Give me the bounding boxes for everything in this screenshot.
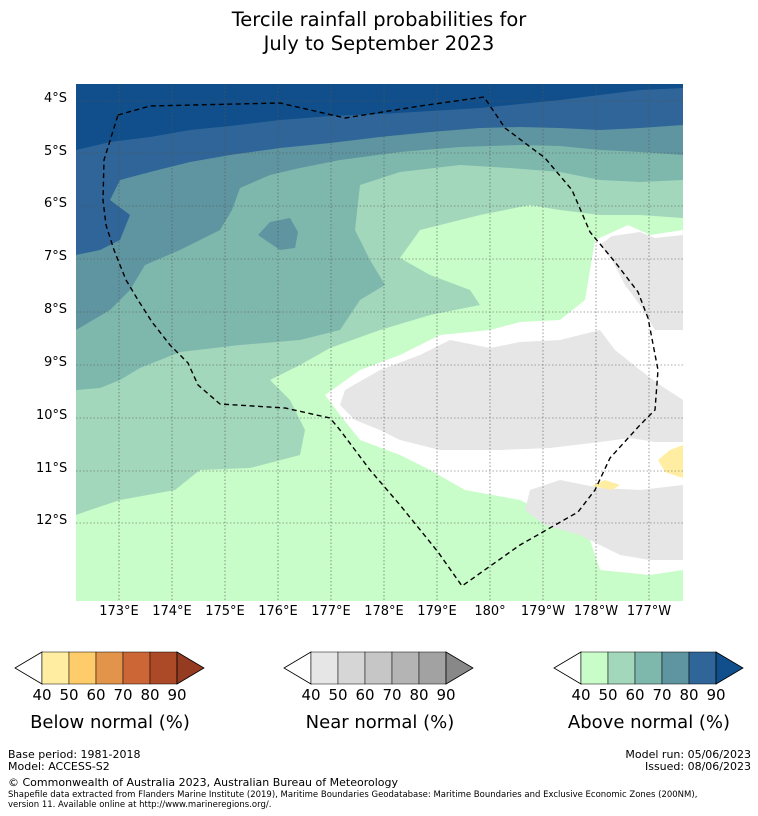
lon-label-179e: 179°E bbox=[417, 604, 457, 619]
lat-label-7s: 7°S bbox=[44, 249, 68, 264]
above-tick: 90 bbox=[706, 686, 726, 704]
near-normal-region bbox=[600, 232, 683, 330]
colorbar-above-normal bbox=[553, 651, 744, 685]
lon-label-179w: 179°W bbox=[520, 604, 566, 619]
colorbar-max-extend bbox=[445, 651, 474, 685]
shapefile-credit-2: version 11. Available online at http://w… bbox=[8, 800, 272, 810]
below-tick: 90 bbox=[167, 686, 187, 704]
below-tick: 80 bbox=[140, 686, 160, 704]
colorbar-below-normal bbox=[14, 651, 205, 685]
colorbar-segment bbox=[391, 651, 420, 685]
lon-label-178e: 178°E bbox=[364, 604, 404, 619]
colorbar-min-extend bbox=[283, 651, 312, 685]
colorbar-segment bbox=[337, 651, 366, 685]
below-normal-caption: Below normal (%) bbox=[30, 712, 190, 733]
base-period: Base period: 1981-2018 bbox=[8, 748, 141, 761]
colorbar-segment bbox=[95, 651, 124, 685]
below-normal-patch bbox=[658, 445, 683, 478]
lon-label-175e: 175°E bbox=[205, 604, 245, 619]
above-70-patch bbox=[258, 218, 298, 250]
issued-date: Issued: 08/06/2023 bbox=[644, 760, 751, 773]
near-tick: 70 bbox=[382, 686, 402, 704]
shapefile-credit-1: Shapefile data extracted from Flanders M… bbox=[8, 790, 698, 800]
chart-title: Tercile rainfall probabilities for July … bbox=[0, 8, 758, 56]
title-line-1: Tercile rainfall probabilities for bbox=[231, 8, 527, 31]
colorbar-near-normal bbox=[283, 651, 474, 685]
colorbar-segment bbox=[41, 651, 70, 685]
lat-label-6s: 6°S bbox=[44, 196, 68, 211]
lon-label-180: 180° bbox=[474, 604, 506, 619]
lat-label-10s: 10°S bbox=[36, 408, 68, 423]
below-tick: 60 bbox=[86, 686, 106, 704]
near-tick: 50 bbox=[328, 686, 348, 704]
above-tick: 80 bbox=[679, 686, 699, 704]
colorbar-min-extend bbox=[553, 651, 582, 685]
lat-label-11s: 11°S bbox=[36, 461, 68, 476]
colorbar-segment bbox=[68, 651, 97, 685]
lat-label-9s: 9°S bbox=[44, 355, 68, 370]
colorbar-segment bbox=[580, 651, 609, 685]
colorbar-segment bbox=[122, 651, 151, 685]
lon-label-176e: 176°E bbox=[258, 604, 298, 619]
above-tick: 40 bbox=[571, 686, 591, 704]
eez-boundary bbox=[102, 96, 659, 587]
colorbar-min-extend bbox=[14, 651, 43, 685]
model-run: Model run: 05/06/2023 bbox=[625, 748, 751, 761]
lon-label-173e: 173°E bbox=[99, 604, 139, 619]
colorbar-segment bbox=[634, 651, 663, 685]
colorbar-segment bbox=[149, 651, 178, 685]
below-normal-patch-2 bbox=[592, 480, 620, 490]
lat-label-12s: 12°S bbox=[36, 513, 68, 528]
colorbar-segment bbox=[661, 651, 690, 685]
lat-label-8s: 8°S bbox=[44, 302, 68, 317]
near-tick: 60 bbox=[355, 686, 375, 704]
above-tick: 70 bbox=[652, 686, 672, 704]
model-name: Model: ACCESS-S2 bbox=[8, 760, 110, 773]
title-line-2: July to September 2023 bbox=[263, 32, 495, 55]
colorbar-max-extend bbox=[176, 651, 205, 685]
near-normal-caption: Near normal (%) bbox=[305, 712, 455, 733]
near-tick: 40 bbox=[301, 686, 321, 704]
colorbar-segment bbox=[418, 651, 447, 685]
colorbar-segment bbox=[688, 651, 717, 685]
below-tick: 70 bbox=[113, 686, 133, 704]
near-normal-region-3 bbox=[525, 480, 683, 560]
lat-label-4s: 4°S bbox=[44, 91, 68, 106]
colorbar-segment bbox=[607, 651, 636, 685]
lon-label-177w: 177°W bbox=[626, 604, 672, 619]
above-normal-caption: Above normal (%) bbox=[567, 712, 731, 733]
lon-label-178w: 178°W bbox=[573, 604, 619, 619]
gridlines bbox=[76, 84, 683, 601]
colorbar-segment bbox=[310, 651, 339, 685]
below-tick: 50 bbox=[59, 686, 79, 704]
below-tick: 40 bbox=[32, 686, 52, 704]
above-90-region bbox=[76, 84, 683, 150]
lon-label-174e: 174°E bbox=[152, 604, 192, 619]
colorbar-max-extend bbox=[715, 651, 744, 685]
near-tick: 80 bbox=[409, 686, 429, 704]
lat-label-5s: 5°S bbox=[44, 144, 68, 159]
map-area bbox=[76, 84, 683, 601]
near-normal-region-2 bbox=[340, 330, 683, 450]
near-tick: 90 bbox=[436, 686, 456, 704]
colorbar-segment bbox=[364, 651, 393, 685]
lon-label-177e: 177°E bbox=[311, 604, 351, 619]
above-tick: 60 bbox=[625, 686, 645, 704]
above-80-region bbox=[76, 84, 683, 255]
above-tick: 50 bbox=[598, 686, 618, 704]
copyright: © Commonwealth of Australia 2023, Austra… bbox=[8, 776, 398, 789]
